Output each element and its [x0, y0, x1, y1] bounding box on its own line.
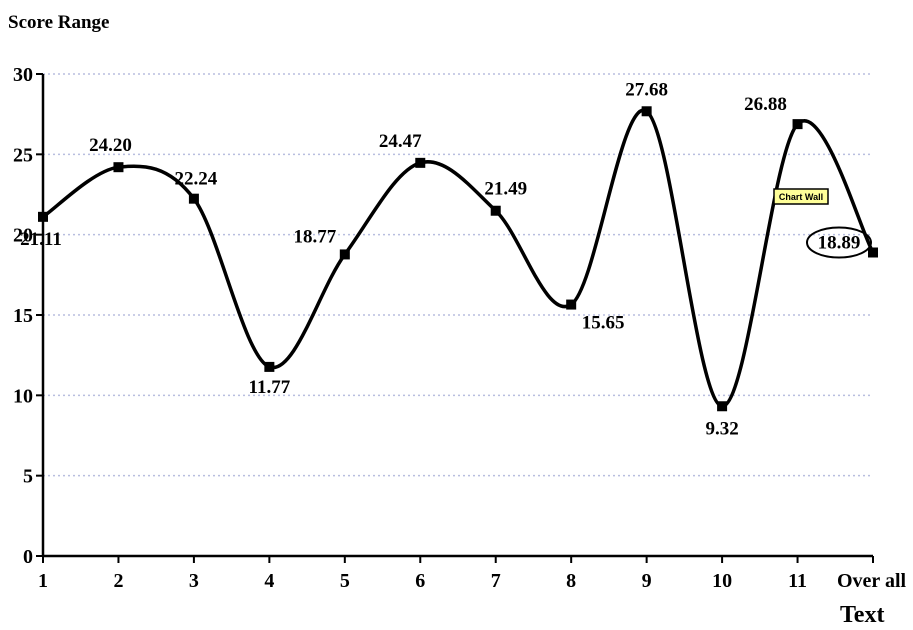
x-tick-label-6: 7: [491, 570, 501, 592]
x-tick-label-7: 8: [566, 570, 576, 592]
y-tick-label-5: 5: [23, 466, 33, 488]
data-point-11: [868, 247, 878, 258]
data-label-4: 18.77: [293, 226, 336, 247]
data-point-0: [38, 211, 48, 222]
data-point-7: [566, 299, 577, 310]
data-label-0: 21.11: [20, 229, 62, 250]
data-markers: [38, 106, 878, 412]
data-point-4: [339, 249, 350, 260]
data-label-11: 18.89: [818, 233, 861, 254]
data-point-2: [188, 193, 199, 204]
series-line: [41, 108, 875, 409]
data-labels: 21.11 24.20 22.24 11.77 18.77 24.47 21.49 15.65…: [20, 79, 872, 439]
x-tick-label-5: 6: [415, 570, 425, 592]
y-tick-label-15: 15: [13, 305, 33, 327]
x-tick-label-1: 2: [113, 570, 123, 592]
y-tick-label-10: 10: [13, 385, 33, 407]
data-point-5: [415, 157, 426, 168]
x-tick-label-4: 5: [340, 570, 350, 592]
data-point-8: [641, 106, 652, 117]
x-tick-label-11: Over all: [837, 570, 907, 592]
axes: 0 5 10 15 20 25 30 1 2 3 4 5 6 7 8 9 10 11 Over all: [13, 64, 907, 592]
data-point-1: [113, 162, 124, 173]
x-tick-label-9: 10: [712, 570, 732, 592]
data-point-3: [264, 361, 275, 372]
data-label-1: 24.20: [89, 135, 132, 156]
tooltip-text: Chart Wall: [779, 192, 823, 202]
data-label-5: 24.47: [379, 131, 422, 152]
data-label-8: 27.68: [625, 79, 668, 100]
data-point-6: [490, 205, 501, 216]
data-label-3: 11.77: [249, 377, 291, 398]
y-tick-label-0: 0: [23, 546, 33, 568]
y-tick-label-25: 25: [13, 144, 33, 166]
y-axis-label: Score Range: [8, 12, 110, 33]
data-label-9: 9.32: [705, 418, 738, 439]
data-point-10: [792, 119, 803, 130]
y-tick-label-30: 30: [13, 64, 33, 86]
y-tick-label-20: 20: [13, 225, 33, 247]
data-label-6: 21.49: [484, 179, 527, 200]
data-point-9: [717, 401, 728, 412]
x-tick-label-8: 9: [642, 570, 652, 592]
tooltip-box: [773, 188, 829, 205]
data-label-10: 26.88: [744, 94, 787, 115]
series-line-layer: [41, 108, 875, 409]
x-tick-label-10: 11: [788, 570, 807, 592]
grid-lines: [43, 73, 873, 477]
chart-tooltip: Chart Wall: [773, 188, 829, 205]
x-tick-label-0: 1: [38, 570, 48, 592]
data-label-7: 15.65: [582, 313, 625, 334]
x-tick-label-2: 3: [189, 570, 199, 592]
data-label-2: 22.24: [175, 169, 218, 190]
highlight-ellipse: [806, 226, 872, 259]
x-tick-label-3: 4: [264, 570, 274, 592]
x-axis-label: Text: [840, 602, 884, 628]
